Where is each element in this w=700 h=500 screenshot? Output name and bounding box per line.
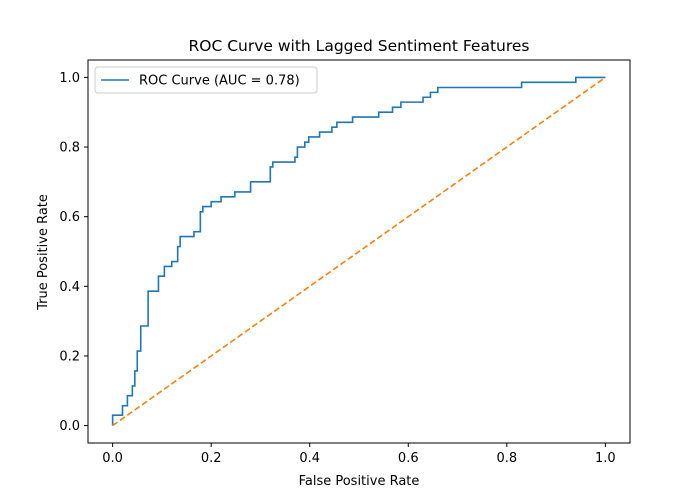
legend: ROC Curve (AUC = 0.78)	[94, 66, 318, 94]
plot-area	[87, 59, 631, 444]
y-axis-ticks: 0.0 0.2 0.4 0.6 0.8 1.0	[59, 71, 88, 434]
y-tick-label: 0.8	[59, 141, 80, 156]
x-tick-label: 0.8	[496, 451, 517, 466]
y-tick-label: 0.2	[59, 349, 80, 364]
x-axis-label: False Positive Rate	[299, 474, 420, 489]
y-tick-label: 0.4	[59, 280, 80, 295]
legend-label-roc: ROC Curve (AUC = 0.78)	[139, 74, 300, 89]
legend-box	[94, 66, 318, 94]
y-tick-label: 1.0	[59, 71, 80, 86]
y-axis-label: True Positive Rate	[36, 194, 51, 311]
axes-frame	[87, 59, 631, 444]
chance-diagonal-line	[112, 76, 606, 427]
series-layer	[111, 76, 606, 427]
x-tick-label: 0.2	[201, 451, 222, 466]
x-tick-label: 0.6	[398, 451, 419, 466]
y-tick-label: 0.0	[59, 419, 80, 434]
roc-curve-line	[111, 76, 606, 426]
x-tick-label: 0.4	[299, 451, 320, 466]
x-tick-label: 0.0	[102, 451, 123, 466]
x-tick-label: 1.0	[595, 451, 616, 466]
y-tick-label: 0.6	[59, 210, 80, 225]
x-axis-ticks: 0.0 0.2 0.4 0.6 0.8 1.0	[102, 443, 616, 466]
chart-title: ROC Curve with Lagged Sentiment Features	[189, 37, 530, 55]
